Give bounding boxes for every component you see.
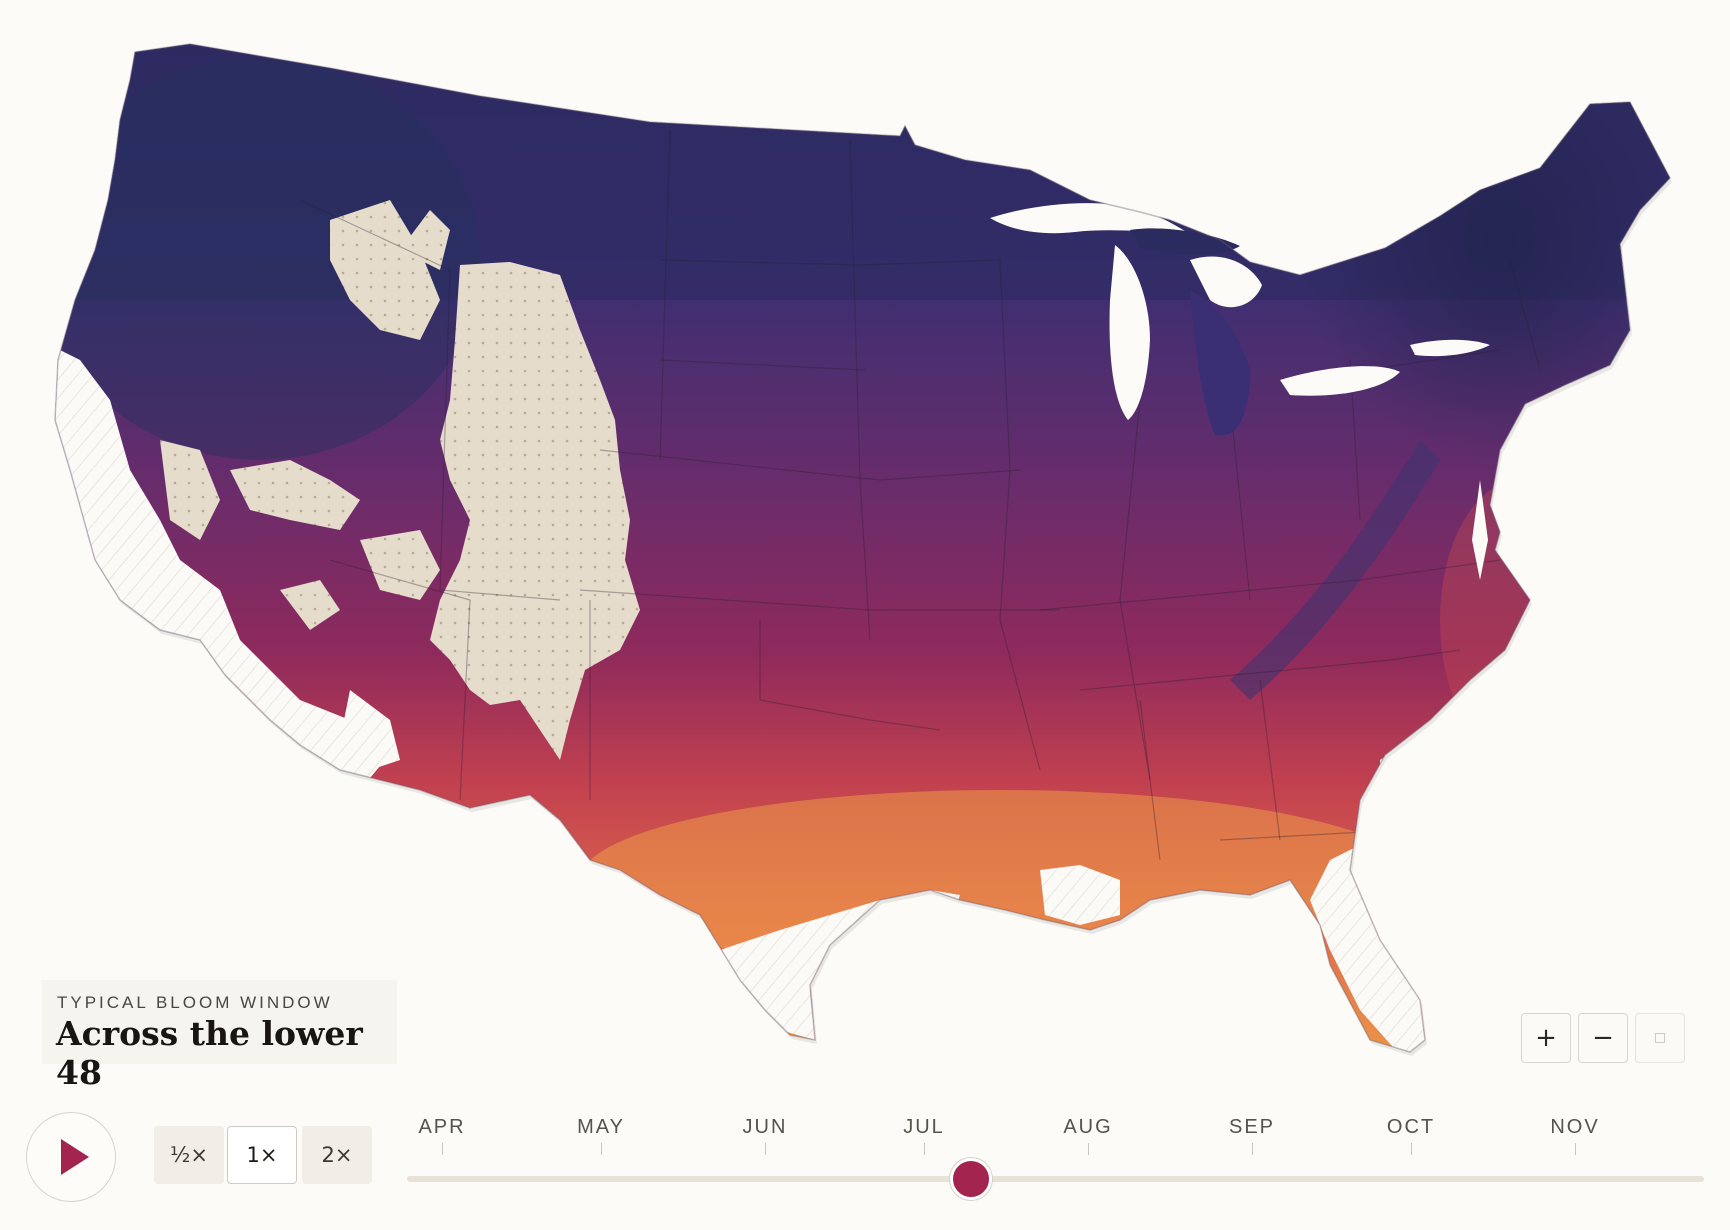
timeline-track[interactable]: [407, 1176, 1704, 1182]
bloom-map[interactable]: [0, 0, 1730, 1090]
month-tick: [765, 1143, 766, 1155]
map-area[interactable]: [0, 0, 1730, 1090]
map-legend-card: TYPICAL BLOOM WINDOW Across the lower 48: [42, 980, 397, 1092]
play-button[interactable]: [26, 1112, 116, 1202]
month-tick: [1411, 1143, 1412, 1155]
legend-title: Across the lower 48: [56, 1014, 363, 1092]
reset-square-icon: [1655, 1033, 1665, 1043]
month-tick: [601, 1143, 602, 1155]
month-tick: [1088, 1143, 1089, 1155]
month-label-sep: SEP: [1228, 1116, 1276, 1138]
month-label-apr: APR: [418, 1116, 466, 1138]
month-label-oct: OCT: [1386, 1116, 1436, 1138]
month-label-jul: JUL: [903, 1116, 945, 1138]
month-label-nov: NOV: [1550, 1116, 1600, 1138]
speed-1x-button[interactable]: 1×: [227, 1126, 297, 1184]
speed-2x-button[interactable]: 2×: [302, 1126, 372, 1184]
speed-half-button[interactable]: ½×: [154, 1126, 224, 1184]
zoom-out-button[interactable]: −: [1578, 1013, 1628, 1063]
month-tick: [1575, 1143, 1576, 1155]
legend-eyebrow: TYPICAL BLOOM WINDOW: [57, 993, 333, 1012]
month-tick: [442, 1143, 443, 1155]
month-tick: [1252, 1143, 1253, 1155]
timeline-thumb[interactable]: [950, 1158, 993, 1200]
play-icon: [61, 1139, 89, 1175]
month-label-aug: AUG: [1063, 1116, 1113, 1138]
zoom-in-button[interactable]: +: [1521, 1013, 1571, 1063]
month-label-jun: JUN: [742, 1116, 788, 1138]
month-label-may: MAY: [577, 1116, 625, 1138]
zoom-reset-button[interactable]: [1635, 1013, 1685, 1063]
month-tick: [924, 1143, 925, 1155]
